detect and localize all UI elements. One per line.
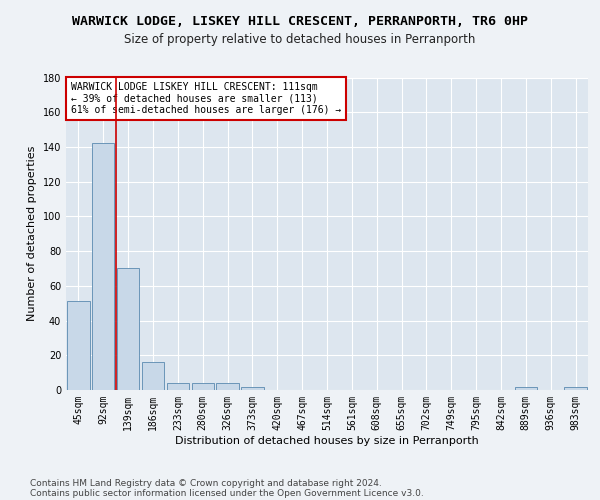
Text: Contains HM Land Registry data © Crown copyright and database right 2024.: Contains HM Land Registry data © Crown c… xyxy=(30,478,382,488)
Text: WARWICK LODGE, LISKEY HILL CRESCENT, PERRANPORTH, TR6 0HP: WARWICK LODGE, LISKEY HILL CRESCENT, PER… xyxy=(72,15,528,28)
Y-axis label: Number of detached properties: Number of detached properties xyxy=(27,146,37,322)
Text: Size of property relative to detached houses in Perranporth: Size of property relative to detached ho… xyxy=(124,32,476,46)
X-axis label: Distribution of detached houses by size in Perranporth: Distribution of detached houses by size … xyxy=(175,436,479,446)
Bar xyxy=(565,386,587,390)
Text: Contains public sector information licensed under the Open Government Licence v3: Contains public sector information licen… xyxy=(30,488,424,498)
Bar xyxy=(67,302,89,390)
Bar xyxy=(515,386,537,390)
Bar xyxy=(191,383,214,390)
Text: WARWICK LODGE LISKEY HILL CRESCENT: 111sqm
← 39% of detached houses are smaller : WARWICK LODGE LISKEY HILL CRESCENT: 111s… xyxy=(71,82,341,116)
Bar xyxy=(92,144,115,390)
Bar xyxy=(241,386,263,390)
Bar xyxy=(217,383,239,390)
Bar xyxy=(142,362,164,390)
Bar xyxy=(117,268,139,390)
Bar xyxy=(167,383,189,390)
